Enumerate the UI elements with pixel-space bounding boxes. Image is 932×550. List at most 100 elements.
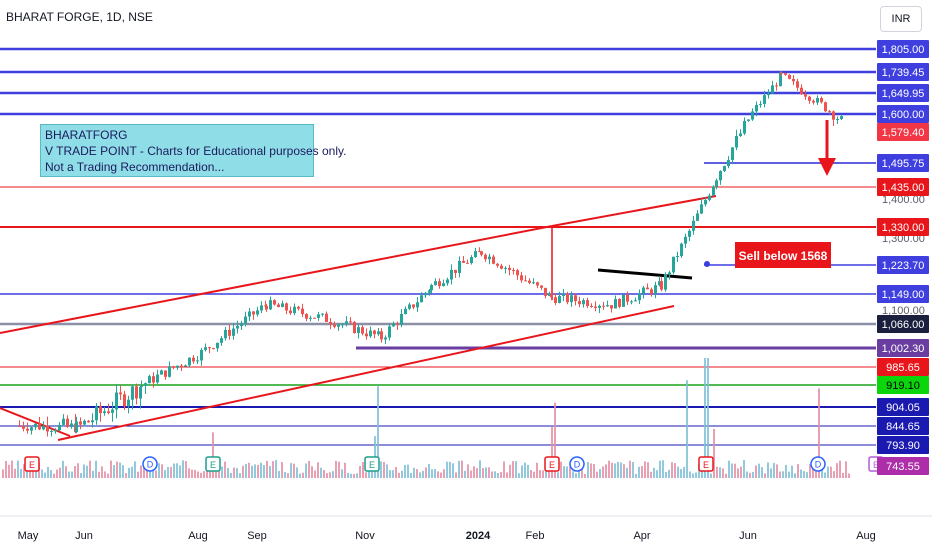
volume-bar <box>410 473 412 478</box>
candle-body <box>544 287 547 296</box>
candle-body <box>204 347 207 350</box>
volume-bar <box>416 469 418 478</box>
volume-bar <box>584 473 586 478</box>
volume-bar <box>602 466 604 478</box>
candle-body <box>285 303 288 311</box>
volume-bar <box>131 466 133 478</box>
volume-bar <box>323 470 325 478</box>
candle-body <box>349 321 352 323</box>
volume-bar <box>731 463 733 478</box>
candle-body <box>618 299 621 307</box>
volume-bar <box>101 466 103 478</box>
candle-body <box>598 305 601 308</box>
volume-bar <box>833 471 835 478</box>
volume-bar <box>227 467 229 478</box>
candle-body <box>38 423 41 430</box>
currency-selector[interactable]: INR <box>880 6 922 32</box>
candle-body <box>700 204 703 214</box>
candle-body <box>692 220 695 231</box>
candle-body <box>708 195 711 200</box>
price-axis[interactable]: 1,400.001,300.001,100.001,805.001,739.45… <box>877 40 929 475</box>
volume-bar <box>176 463 178 478</box>
volume-bar <box>479 460 481 478</box>
volume-bar <box>161 464 163 478</box>
volume-bar <box>365 472 367 478</box>
volume-bar <box>179 465 181 478</box>
candle-body <box>224 329 227 339</box>
note-line: BHARATFORG <box>45 128 128 142</box>
volume-bar <box>680 468 682 478</box>
volume-bar <box>242 465 244 478</box>
price-level-label: 1,649.95 <box>882 88 925 100</box>
earnings-marker <box>364 456 380 472</box>
candle-body <box>50 430 53 432</box>
volume-bar <box>359 465 361 478</box>
price-level-badge <box>877 457 929 475</box>
volume-bar <box>758 463 760 478</box>
candle-body <box>727 160 730 167</box>
volume-bar <box>737 468 739 478</box>
volume-bar <box>110 460 112 478</box>
volume-bar <box>194 469 196 478</box>
price-level-label: 1,805.00 <box>882 44 925 56</box>
volume-bar <box>473 466 475 478</box>
price-level-label: 1,066.00 <box>882 319 925 331</box>
volume-bar <box>746 471 748 478</box>
volume-bar <box>569 466 571 478</box>
volume-bar <box>68 471 70 478</box>
volume-bar <box>488 467 490 478</box>
candle-body <box>34 423 37 428</box>
candle-body <box>188 357 191 366</box>
candle-body <box>480 251 483 255</box>
candle-body <box>305 314 308 319</box>
volume-bar <box>704 358 706 478</box>
candle-body <box>91 420 94 423</box>
volume-bar <box>536 462 538 478</box>
candle-body <box>244 316 247 324</box>
volume-bar <box>830 466 832 478</box>
time-axis[interactable]: May Jun Aug Sep Nov 2024 Feb Apr Jun Aug <box>0 515 932 542</box>
dividend-marker-label: D <box>147 460 154 470</box>
volume-bar <box>239 473 241 478</box>
candle-body <box>208 347 211 349</box>
candle-body <box>123 394 126 407</box>
volume-bar <box>140 465 142 478</box>
candle-body <box>168 366 171 377</box>
candle-body <box>779 72 782 87</box>
volume-bar <box>521 465 523 478</box>
price-level-badge <box>877 285 929 303</box>
candle-body <box>751 111 754 120</box>
volume-bar <box>92 470 94 478</box>
candle-body <box>115 392 118 410</box>
candle-body <box>755 104 758 112</box>
candle-body <box>723 166 726 171</box>
candle-body <box>775 85 778 87</box>
price-level-label: 743.55 <box>886 461 920 473</box>
volume-bar <box>77 463 79 478</box>
candle-body <box>212 348 215 350</box>
volume-bar <box>743 460 745 478</box>
earnings-marker-label: E <box>703 460 709 470</box>
candle-body <box>646 287 649 290</box>
volume-bar <box>848 473 850 478</box>
candle-body <box>712 186 715 196</box>
candle-body <box>780 72 783 74</box>
candle-body <box>30 427 33 431</box>
earnings-marker <box>205 456 221 472</box>
dividend-marker <box>142 456 158 472</box>
candle-body <box>333 324 336 327</box>
candle-body <box>743 120 746 134</box>
volume-bar <box>173 463 175 478</box>
volume-bar <box>329 472 331 478</box>
volume-bar <box>182 460 184 478</box>
volume-bar <box>482 468 484 478</box>
volume-bar <box>419 472 421 478</box>
volume-bar <box>383 461 385 478</box>
candle-body <box>458 260 461 273</box>
volume-bar <box>530 470 532 478</box>
candle-body <box>103 411 106 414</box>
candle-body <box>252 311 255 315</box>
volume-bar <box>146 469 148 478</box>
